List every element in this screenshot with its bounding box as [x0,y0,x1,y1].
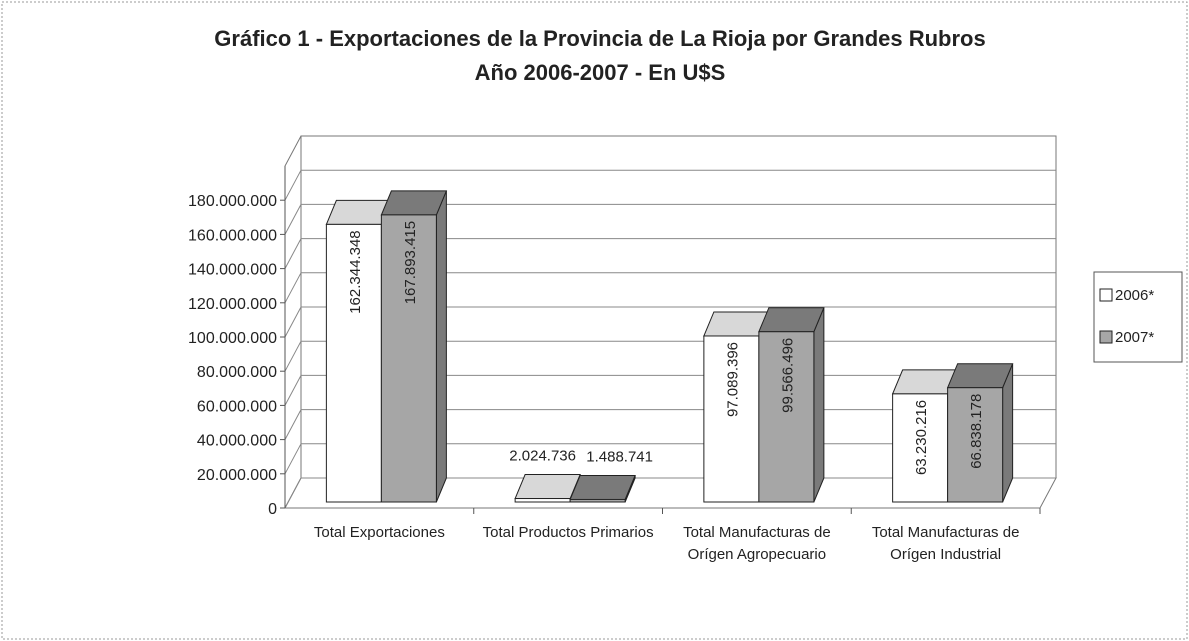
grid-line-side [284,204,302,235]
data-label: 162.344.348 [347,230,364,313]
bar-side [813,307,825,503]
x-tick-label: Total Exportaciones [313,524,445,541]
legend-label: 2007* [1115,329,1154,346]
grid-line-side [284,443,302,475]
grid-line-side [284,340,302,372]
x-tick-label: Total Manufacturas de Orígen Agropecuari… [683,524,831,563]
legend: 2006* 2007* [1093,271,1183,363]
bar-top [380,190,448,216]
bar-front [380,214,437,503]
grid-line-side [284,375,302,406]
y-tick-label: 40.000.000 [197,433,277,450]
bar-front [325,223,382,503]
data-label: 63.230.216 [913,400,930,475]
bar-front [892,393,949,503]
bar-front [514,498,571,503]
legend-swatch [1099,288,1113,302]
bar-top [514,474,581,500]
y-tick-label: 160.000.000 [188,227,277,244]
bar-top [946,363,1014,389]
data-label: 167.893.415 [402,221,419,304]
grid-line-side [284,306,302,338]
legend-swatch [1099,330,1113,344]
bar [569,474,636,503]
bar [946,363,1014,503]
y-tick-label: 80.000.000 [197,364,277,381]
bar-front [569,498,626,503]
y-tick-label: 100.000.000 [188,330,277,347]
data-label: 66.838.178 [968,394,985,469]
y-tick-label: 0 [268,501,277,518]
legend-label: 2006* [1115,287,1154,304]
chart-title: Gráfico 1 - Exportaciones de la Provinci… [214,26,986,85]
data-label: 1.488.741 [586,448,653,465]
legend-box [1093,271,1183,363]
y-tick-label: 120.000.000 [188,296,277,313]
grid-line-side [284,272,302,304]
y-tick-label: 140.000.000 [188,262,277,279]
x-tick-label: Total Manufacturas de Orígen Industrial [871,524,1020,563]
grid-line-side [284,238,302,269]
y-tick-label: 20.000.000 [197,467,277,484]
data-label: 2.024.736 [509,448,576,465]
bar [758,307,825,503]
bar-top [569,474,636,500]
y-tick-label: 180.000.000 [188,193,277,210]
bar [380,190,448,503]
bar-front [947,387,1004,503]
grid-line-side [284,477,302,509]
bar-front [758,331,815,503]
bar-top [758,307,825,333]
x-tick-label: Total Productos Primarios [482,524,654,541]
grid-line-side [284,409,302,440]
bar-front [703,335,760,503]
y-tick-label: 60.000.000 [197,398,277,415]
data-label: 97.089.396 [724,342,741,417]
grid-line-side [284,169,302,201]
bar-side [435,190,447,503]
data-label: 99.566.496 [779,338,796,413]
